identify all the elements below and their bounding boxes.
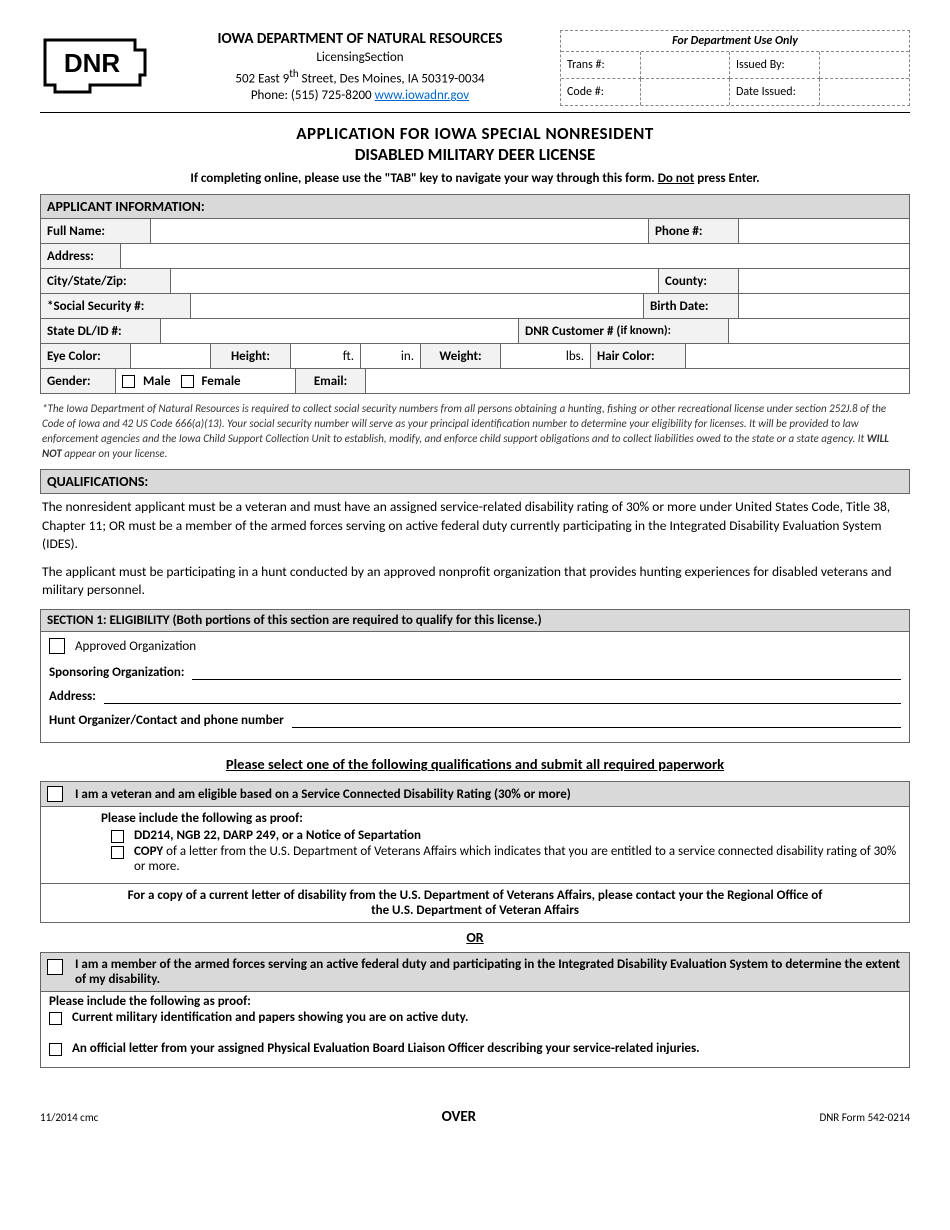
select-qualification-instruction: Please select one of the following quali…: [40, 755, 910, 773]
email-label: Email:: [296, 369, 366, 393]
male-checkbox[interactable]: [122, 375, 135, 388]
department-block: IOWA DEPARTMENT OF NATURAL RESOURCES Lic…: [170, 30, 550, 103]
eye-color-input[interactable]: [131, 344, 211, 368]
date-issued-label: Date Issued:: [730, 79, 820, 105]
department-title: IOWA DEPARTMENT OF NATURAL RESOURCES: [170, 30, 550, 48]
issued-by-label: Issued By:: [730, 52, 820, 79]
approved-org-checkbox[interactable]: [49, 638, 65, 654]
active-duty-checkbox[interactable]: [47, 959, 63, 975]
ssn-label: *Social Security #:: [41, 294, 191, 318]
tab-instruction: If completing online, please use the "TA…: [40, 171, 910, 186]
va-letter-label: COPY of a letter from the U.S. Departmen…: [134, 844, 899, 874]
department-address: 502 East 9th Street, Des Moines, IA 5031…: [170, 67, 550, 86]
hunt-organizer-input[interactable]: [292, 712, 901, 728]
qualification-b-header: I am a member of the armed forces servin…: [41, 953, 909, 992]
footer-over: OVER: [442, 1108, 477, 1126]
female-label: Female: [202, 374, 241, 389]
dd214-checkbox[interactable]: [111, 830, 124, 843]
footer-date: 11/2014 cmc: [40, 1111, 98, 1124]
dept-use-title: For Department Use Only: [561, 31, 909, 52]
sponsoring-org-input[interactable]: [192, 664, 901, 680]
hunt-organizer-label: Hunt Organizer/Contact and phone number: [49, 713, 284, 728]
org-address-input[interactable]: [104, 688, 901, 704]
page-footer: 11/2014 cmc OVER DNR Form 542-0214: [40, 1108, 910, 1126]
qualification-b-box: I am a member of the armed forces servin…: [40, 952, 910, 1068]
dnr-customer-label: DNR Customer # (if known):: [519, 319, 729, 343]
hair-color-input[interactable]: [686, 344, 909, 368]
header-divider: [40, 112, 910, 113]
footer-form-number: DNR Form 542-0214: [819, 1111, 910, 1124]
birth-date-label: Birth Date:: [644, 294, 739, 318]
qualification-a-box: I am a veteran and am eligible based on …: [40, 781, 910, 923]
svg-text:DNR: DNR: [64, 48, 121, 78]
trans-value[interactable]: [641, 52, 730, 79]
qualifications-header: QUALIFICATIONS:: [40, 469, 910, 494]
email-input[interactable]: [366, 369, 909, 393]
gender-label: Gender:: [41, 369, 116, 393]
full-name-input[interactable]: [151, 219, 649, 243]
birth-date-input[interactable]: [739, 294, 909, 318]
proof-label-b: Please include the following as proof:: [49, 994, 901, 1009]
state-dl-label: State DL/ID #:: [41, 319, 161, 343]
code-value[interactable]: [641, 79, 730, 105]
county-input[interactable]: [739, 269, 909, 293]
height-in[interactable]: in.: [361, 344, 421, 368]
section1-header: SECTION 1: ELIGIBILITY (Both portions of…: [41, 610, 909, 632]
dnr-website-link[interactable]: www.iowadnr.gov: [375, 88, 470, 103]
approved-org-label: Approved Organization: [75, 639, 196, 654]
trans-label: Trans #:: [561, 52, 641, 79]
ssn-disclaimer: *The Iowa Department of Natural Resource…: [42, 402, 908, 461]
dnr-logo: DNR: [40, 30, 150, 102]
address-label: Address:: [41, 244, 121, 268]
female-checkbox[interactable]: [181, 375, 194, 388]
eye-color-label: Eye Color:: [41, 344, 131, 368]
ssn-input[interactable]: [191, 294, 644, 318]
org-address-label: Address:: [49, 689, 96, 704]
height-label: Height:: [211, 344, 291, 368]
city-state-zip-input[interactable]: [171, 269, 659, 293]
qualification-a-header: I am a veteran and am eligible based on …: [41, 782, 909, 807]
weight-label: Weight:: [421, 344, 501, 368]
hair-color-label: Hair Color:: [591, 344, 686, 368]
applicant-info-header: APPLICANT INFORMATION:: [40, 194, 910, 219]
full-name-label: Full Name:: [41, 219, 151, 243]
dd214-label: DD214, NGB 22, DARP 249, or a Notice of …: [134, 828, 421, 843]
or-separator: OR: [40, 929, 910, 946]
military-id-checkbox[interactable]: [49, 1012, 62, 1025]
veteran-checkbox[interactable]: [47, 786, 63, 802]
va-letter-checkbox[interactable]: [111, 846, 124, 859]
male-label: Male: [143, 374, 171, 389]
qualifications-para1: The nonresident applicant must be a vete…: [42, 498, 908, 553]
code-label: Code #:: [561, 79, 641, 105]
phone-input[interactable]: [739, 219, 909, 243]
licensing-section: LicensingSection: [170, 50, 550, 65]
weight-input[interactable]: lbs.: [501, 344, 591, 368]
department-phone: Phone: (515) 725-8200 www.iowadnr.gov: [170, 88, 550, 103]
applicant-info-table: Full Name: Phone #: Address: City/State/…: [40, 219, 910, 394]
section1-eligibility-box: SECTION 1: ELIGIBILITY (Both portions of…: [40, 609, 910, 743]
dnr-customer-input[interactable]: [729, 319, 909, 343]
peb-letter-label: An official letter from your assigned Ph…: [72, 1041, 700, 1056]
proof-label-a: Please include the following as proof:: [101, 811, 899, 826]
county-label: County:: [659, 269, 739, 293]
page-header: DNR IOWA DEPARTMENT OF NATURAL RESOURCES…: [40, 30, 910, 106]
va-copy-note: For a copy of a current letter of disabi…: [41, 883, 909, 922]
city-state-zip-label: City/State/Zip:: [41, 269, 171, 293]
qualifications-para2: The applicant must be participating in a…: [42, 563, 908, 599]
state-dl-input[interactable]: [161, 319, 519, 343]
peb-letter-checkbox[interactable]: [49, 1043, 62, 1056]
sponsoring-org-label: Sponsoring Organization:: [49, 665, 184, 680]
address-input[interactable]: [121, 244, 909, 268]
dept-use-only-box: For Department Use Only Trans #: Issued …: [560, 30, 910, 106]
gender-options: Male Female: [116, 369, 296, 393]
logo-container: DNR: [40, 30, 160, 106]
form-title-line2: DISABLED MILITARY DEER LICENSE: [40, 144, 910, 165]
height-ft[interactable]: ft.: [291, 344, 361, 368]
form-title-line1: APPLICATION FOR IOWA SPECIAL NONRESIDENT: [40, 123, 910, 144]
military-id-label: Current military identification and pape…: [72, 1010, 468, 1025]
issued-by-value[interactable]: [820, 52, 909, 79]
phone-label: Phone #:: [649, 219, 739, 243]
date-issued-value[interactable]: [820, 79, 909, 105]
